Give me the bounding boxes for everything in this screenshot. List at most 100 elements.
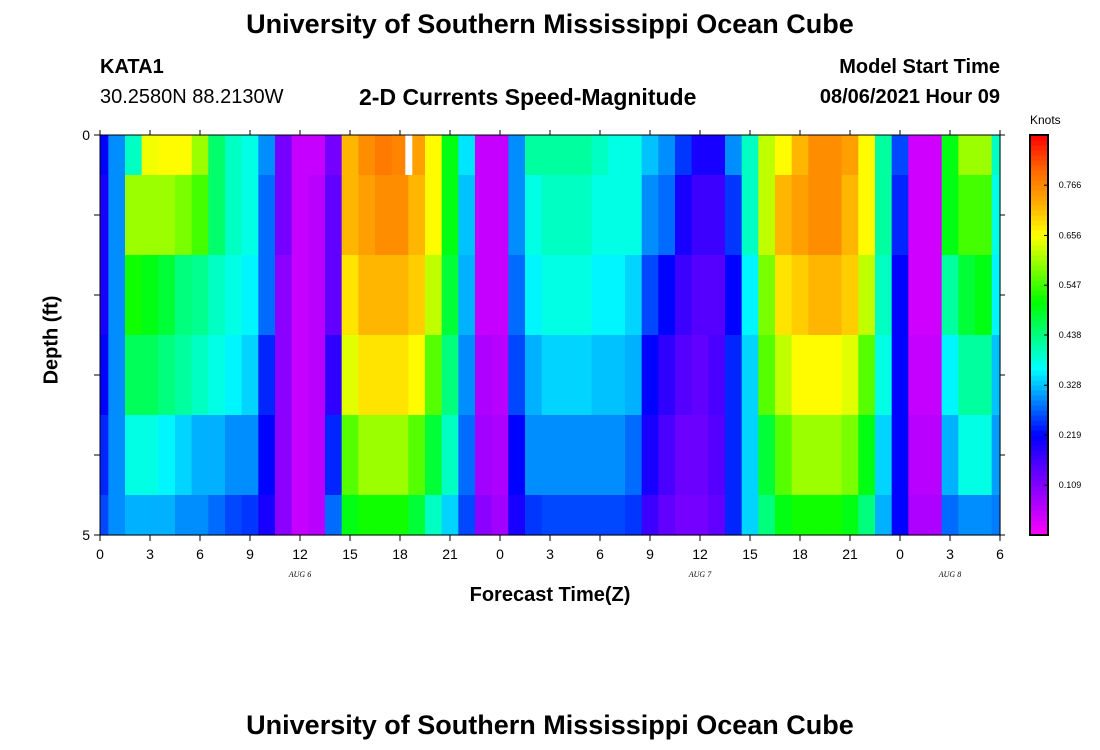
heatmap-cell [641,415,659,496]
colorbar-band [1030,465,1048,471]
colorbar-band [1030,430,1048,436]
colorbar-band [1030,525,1048,531]
heatmap-cell [291,415,309,496]
heatmap-cell [791,135,809,176]
heatmap-cell [591,335,609,416]
heatmap-cell [675,415,693,496]
heatmap-cell [158,495,176,536]
colorbar-band [1030,305,1048,311]
heatmap-cell [258,175,276,256]
date-label: AUG 8 [938,570,961,579]
heatmap-cell [541,255,559,336]
colorbar-band [1030,260,1048,266]
colorbar-band [1030,325,1048,331]
colorbar-band [1030,255,1048,261]
heatmap-cell [808,415,826,496]
colorbar-band [1030,300,1048,306]
station-id: KATA1 [100,56,164,78]
heatmap-cell [358,415,376,496]
heatmap-cell [641,335,659,416]
heatmap-cell [508,415,526,496]
colorbar-band [1030,405,1048,411]
heatmap-cell [825,175,843,256]
x-tick-label: 18 [792,546,808,562]
heatmap-cell [241,135,259,176]
heatmap-cell [100,495,109,536]
heatmap-cell [225,255,243,336]
heatmap-cell [975,175,993,256]
heatmap-cell [541,335,559,416]
heatmap-cell [275,415,293,496]
heatmap-cell [625,175,643,256]
heatmap-cell [675,135,693,176]
heatmap-cell [991,495,1001,536]
y-tick-label: 5 [82,527,90,543]
colorbar-tick-label: 0.547 [1059,280,1082,290]
heatmap-cell [125,495,143,536]
heatmap-cell [458,335,476,416]
heatmap-cell [425,175,443,256]
heatmap-cell [975,255,993,336]
heatmap-cell [725,255,743,336]
heatmap-cell [358,255,376,336]
colorbar-band [1030,435,1048,441]
colorbar-band [1030,155,1048,161]
heatmap-cell [408,135,426,176]
heatmap-cell [575,175,593,256]
colorbar-band [1030,240,1048,246]
colorbar-band [1030,505,1048,511]
heatmap-cell [625,255,643,336]
heatmap-cell [891,175,909,256]
heatmap-cell [825,415,843,496]
heatmap-cell [391,135,409,176]
heatmap-cell [291,255,309,336]
heatmap-cell [108,415,126,496]
heatmap-cell [525,175,543,256]
heatmap-cell [641,175,659,256]
colorbar-band [1030,420,1048,426]
missing-data-marker [405,135,413,175]
heatmap-cell [191,495,209,536]
heatmap-cell [575,135,593,176]
heatmap-cell [725,415,743,496]
heatmap-cell [458,255,476,336]
heatmap-cell [508,255,526,336]
heatmap-cell [391,175,409,256]
heatmap-cell [808,255,826,336]
colorbar-band [1030,265,1048,271]
heatmap-cell [341,335,359,416]
heatmap-cell [775,135,793,176]
heatmap-cell [608,255,626,336]
heatmap-cell [341,175,359,256]
heatmap-cell [100,415,109,496]
colorbar-tick-label: 0.656 [1059,230,1082,240]
heatmap-cell [358,175,376,256]
heatmap-cell [308,135,326,176]
heatmap-cell [725,135,743,176]
heatmap-cell [441,415,459,496]
heatmap-cell [808,175,826,256]
heatmap-cell [691,175,709,256]
heatmap-cell [308,175,326,256]
heatmap-cell [641,495,659,536]
heatmap-cell [191,415,209,496]
heatmap-cell [275,255,293,336]
heatmap-cell [658,335,676,416]
colorbar-band [1030,515,1048,521]
heatmap-cell [441,255,459,336]
heatmap-cell [775,175,793,256]
heatmap-cell [758,335,776,416]
colorbar-band [1030,485,1048,491]
heatmap-cell [841,255,859,336]
colorbar-band [1030,145,1048,151]
model-start-time: 08/06/2021 Hour 09 [819,86,1000,108]
heatmap-cell [475,255,493,336]
heatmap-cell [708,175,726,256]
colorbar-band [1030,330,1048,336]
heatmap-cell [525,415,543,496]
heatmap-cell [341,135,359,176]
colorbar-band [1030,495,1048,501]
heatmap-cell [958,175,976,256]
heatmap-cell [841,415,859,496]
colorbar-band [1030,200,1048,206]
